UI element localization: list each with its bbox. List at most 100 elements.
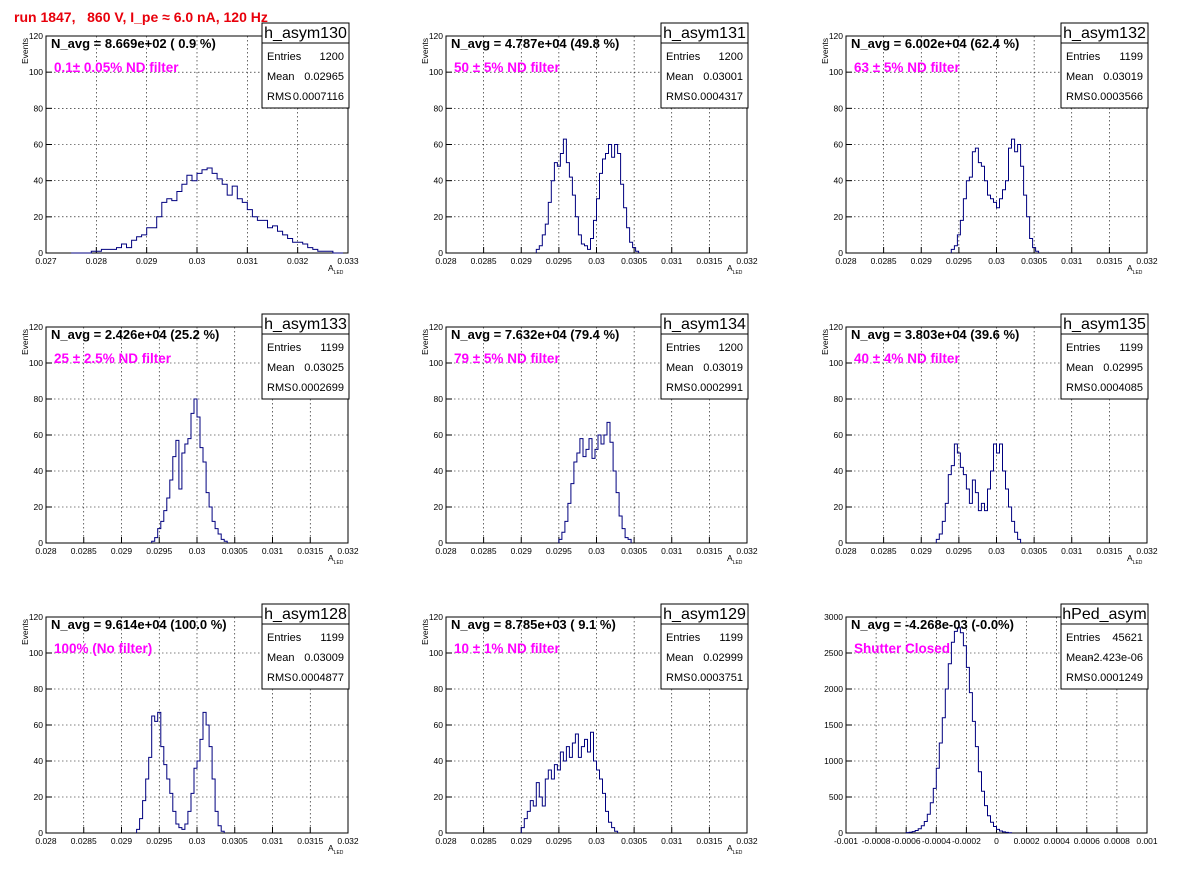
x-tick-label: 0.0295 (146, 836, 172, 846)
navg-text: N_avg = 8.669e+02 ( 0.9 %) (51, 36, 216, 51)
stats-title: h_asym128 (264, 606, 347, 623)
y-tick-label: 120 (429, 31, 443, 41)
y-axis-label: Events (420, 329, 430, 355)
navg-text: N_avg = 2.426e+04 (25.2 %) (51, 327, 219, 342)
x-tick-label: 0.0315 (696, 836, 722, 846)
y-tick-label: 60 (434, 430, 444, 440)
navg-text: N_avg = -4.268e-03 (-0.0%) (851, 617, 1014, 632)
y-tick-label: 100 (29, 648, 43, 658)
x-tick-label: 0.0006 (1074, 836, 1100, 846)
stats-rms-label: RMS (1066, 91, 1090, 103)
y-tick-label: 100 (429, 358, 443, 368)
x-tick-label: 0.029 (911, 256, 933, 266)
y-tick-label: 20 (34, 792, 44, 802)
x-tick-label: 0.0285 (871, 256, 897, 266)
x-axis-label: ALED (727, 263, 743, 276)
stats-entries-label: Entries (1066, 632, 1101, 644)
x-axis-label-main: A (727, 263, 733, 273)
stats-mean-value: 0.03009 (304, 652, 344, 664)
x-tick-label: 0.0305 (621, 836, 647, 846)
y-tick-label: 0 (38, 828, 43, 838)
y-tick-label: 120 (29, 322, 43, 332)
stats-rms-label: RMS (267, 672, 291, 684)
x-tick-label: 0.029 (911, 546, 933, 556)
y-tick-label: 40 (834, 466, 844, 476)
y-tick-label: 100 (429, 648, 443, 658)
stats-mean-label: Mean (267, 362, 295, 374)
x-tick-label: 0.028 (435, 546, 457, 556)
x-tick-label: 0.0315 (297, 546, 323, 556)
stats-rms-value: 0.0003566 (1091, 91, 1143, 103)
stats-rms-label: RMS (666, 91, 690, 103)
x-tick-label: 0.0315 (1096, 546, 1122, 556)
histogram-series (535, 138, 640, 253)
y-tick-label: 40 (434, 756, 444, 766)
y-axis-label: Events (820, 329, 830, 355)
y-tick-label: 40 (34, 176, 44, 186)
y-axis-label: Events (820, 38, 830, 64)
x-tick-label: 0.0305 (621, 546, 647, 556)
stats-entries-label: Entries (267, 51, 302, 63)
stats-mean-value: 0.02995 (1103, 362, 1143, 374)
x-axis-label-main: A (727, 553, 733, 563)
y-tick-label: 20 (434, 502, 444, 512)
stats-entries-value: 1199 (1119, 342, 1143, 354)
y-tick-label: 1500 (824, 720, 843, 730)
stats-rms-label: RMS (267, 91, 291, 103)
x-tick-label: 0.0002 (1014, 836, 1040, 846)
x-tick-label: 0.032 (736, 836, 758, 846)
y-tick-label: 60 (434, 140, 444, 150)
y-axis-label: Events (20, 619, 30, 645)
x-tick-label: 0.032 (287, 256, 309, 266)
histogram-series (905, 627, 1013, 834)
x-tick-label: 0.0295 (946, 546, 972, 556)
x-tick-label: 0.0008 (1104, 836, 1130, 846)
histogram-panel: 0.028 0.0285 0.029 0.0295 0.03 0.0305 0.031 0.0… (20, 313, 359, 566)
x-axis-label: ALED (328, 553, 344, 566)
stats-mean-label: Mean (666, 362, 694, 374)
y-tick-label: 40 (434, 176, 444, 186)
y-tick-label: 20 (434, 792, 444, 802)
stats-entries-label: Entries (267, 342, 302, 354)
filter-note: 100% (No filter) (54, 641, 152, 656)
stats-rms-label: RMS (1066, 672, 1090, 684)
x-tick-label: 0.0295 (946, 256, 972, 266)
y-tick-label: 40 (434, 466, 444, 476)
x-tick-label: 0.03 (189, 256, 206, 266)
filter-note: 0.1± 0.05% ND filter (54, 60, 179, 75)
y-tick-label: 120 (429, 612, 443, 622)
y-tick-label: 40 (34, 756, 44, 766)
y-tick-label: 60 (434, 720, 444, 730)
stats-mean-value: 0.03019 (703, 362, 743, 374)
stats-mean-label: Mean (1066, 362, 1094, 374)
x-tick-label: 0.029 (111, 836, 133, 846)
stats-title: h_asym134 (663, 316, 746, 333)
y-axis-label: Events (20, 38, 30, 64)
x-axis-label: ALED (1127, 263, 1143, 276)
histogram-series (935, 443, 1022, 543)
run-title: run 1847, 860 V, I_pe ≈ 6.0 nA, 120 Hz (14, 9, 268, 25)
x-tick-label: 0.0305 (222, 836, 248, 846)
x-axis-label-sub: LED (733, 560, 743, 566)
x-tick-label: 0.028 (35, 836, 57, 846)
histogram-panel: 0.028 0.0285 0.029 0.0295 0.03 0.0305 0.031 0.0… (20, 603, 359, 856)
x-tick-label: 0.028 (86, 256, 108, 266)
y-tick-label: 3000 (824, 612, 843, 622)
y-tick-label: 80 (434, 394, 444, 404)
x-axis-label-sub: LED (733, 850, 743, 856)
y-axis-label: Events (20, 329, 30, 355)
x-tick-label: 0.03 (189, 546, 206, 556)
stats-mean-label: Mean (666, 652, 694, 664)
stats-rms-value: 0.0001249 (1091, 672, 1143, 684)
x-tick-label: 0.0295 (546, 256, 572, 266)
y-tick-label: 60 (34, 430, 44, 440)
stats-rms-label: RMS (1066, 382, 1090, 394)
stats-box (660, 313, 749, 400)
x-tick-label: 0.031 (237, 256, 259, 266)
x-axis-label-main: A (727, 843, 733, 853)
x-axis-label-sub: LED (334, 850, 344, 856)
y-tick-label: 20 (34, 212, 44, 222)
x-tick-label: -0.0004 (922, 836, 951, 846)
y-tick-label: 120 (29, 31, 43, 41)
y-tick-label: 40 (834, 176, 844, 186)
